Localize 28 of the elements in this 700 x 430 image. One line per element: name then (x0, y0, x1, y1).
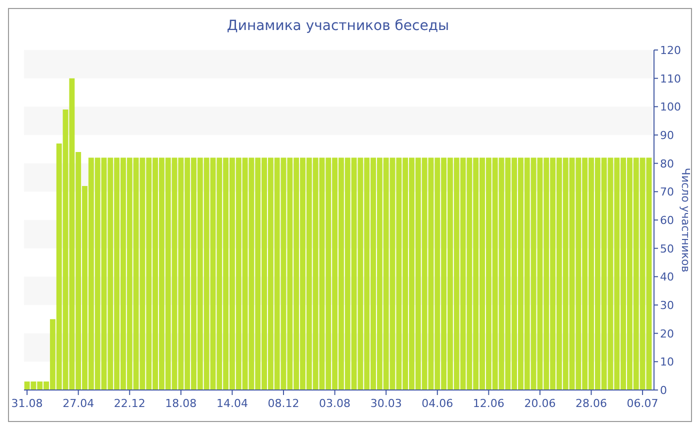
y-tick-label: 90 (660, 129, 674, 142)
y-tick-label: 30 (660, 299, 674, 312)
y-tick-label: 60 (660, 214, 674, 227)
y-tick-label: 80 (660, 157, 674, 170)
y-tick-label: 20 (660, 327, 674, 340)
x-tick-label: 30.03 (370, 397, 402, 410)
x-tick-label: 20.06 (524, 397, 556, 410)
y-tick-label: 10 (660, 356, 674, 369)
x-tick-label: 18.08 (165, 397, 197, 410)
x-tick-label: 03.08 (319, 397, 351, 410)
x-tick-label: 22.12 (114, 397, 146, 410)
x-tick-label: 08.12 (268, 397, 300, 410)
y-tick-label: 0 (660, 384, 667, 397)
x-tick-label: 06.07 (626, 397, 658, 410)
x-tick-label: 14.04 (216, 397, 248, 410)
x-tick-label: 27.04 (62, 397, 94, 410)
x-tick-label: 28.06 (576, 397, 607, 410)
y-tick-label: 40 (660, 270, 674, 284)
y-tick-label: 110 (660, 72, 681, 86)
x-tick-label: 31.08 (11, 397, 43, 410)
x-tick-label: 12.06 (472, 397, 504, 410)
y-axis-title: Число участников (679, 168, 692, 272)
x-tick-label: 04.06 (422, 397, 454, 410)
y-tick-label: 70 (660, 186, 674, 199)
chart-title: Динамика участников беседы (226, 18, 450, 34)
y-tick-label: 50 (660, 242, 674, 256)
y-tick-label: 100 (660, 100, 681, 114)
y-tick-label: 120 (660, 44, 681, 57)
